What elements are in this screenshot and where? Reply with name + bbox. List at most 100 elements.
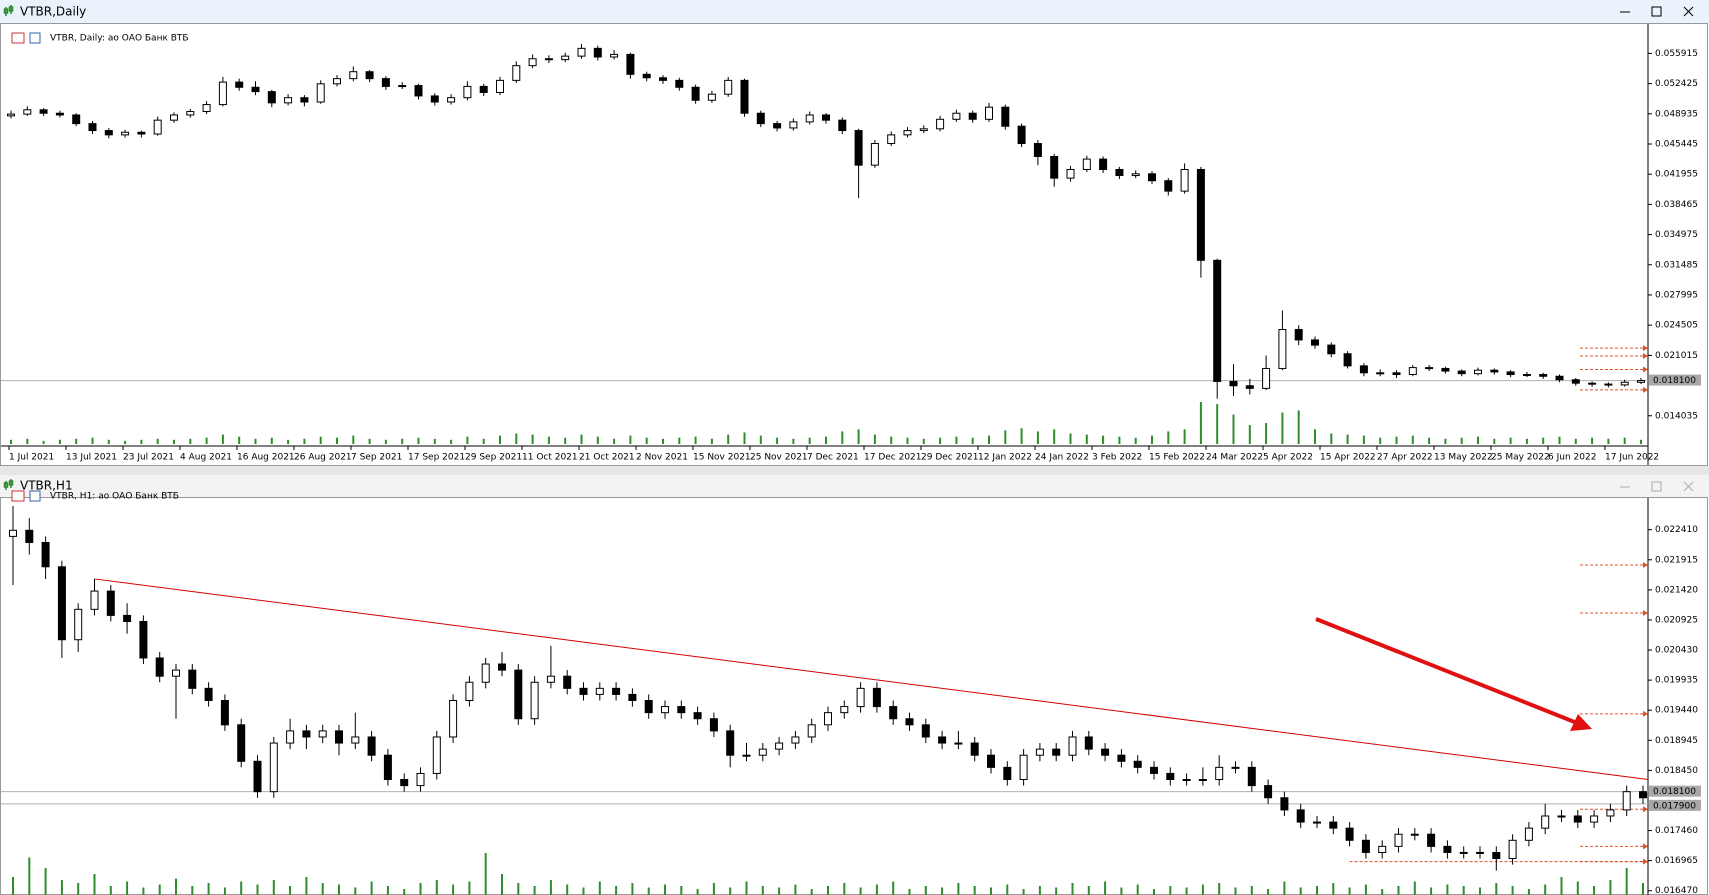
chart-header: VTBR, H1: ао ОАО Банк ВТБ: [50, 492, 179, 502]
candle-body: [854, 130, 863, 166]
candle-body: [1115, 168, 1124, 177]
candle-body: [577, 47, 586, 57]
candle-body: [1247, 766, 1256, 787]
x-tick-label: 15 Apr 2022: [1320, 453, 1376, 463]
maximize-button[interactable]: [1651, 481, 1662, 492]
candle-body: [1443, 845, 1452, 853]
candle-body: [1278, 329, 1287, 369]
candle-body: [1182, 779, 1191, 782]
candle-body: [72, 114, 81, 125]
candle-body: [1066, 168, 1075, 179]
candle-body: [7, 113, 15, 117]
candle-body: [1557, 815, 1566, 818]
candle-body: [220, 700, 229, 726]
candle-body: [707, 93, 716, 101]
candle-body: [398, 85, 407, 88]
y-tick-label: 0.024505: [1655, 321, 1698, 331]
candle-body: [1376, 372, 1385, 375]
candle-body: [1459, 851, 1468, 854]
candle-body: [807, 724, 816, 738]
candle-body: [595, 687, 604, 695]
candle-body: [579, 687, 588, 695]
y-tick-label: 0.041955: [1655, 170, 1698, 180]
candle-body: [789, 121, 798, 129]
candle-body: [284, 97, 293, 104]
candle-body: [381, 78, 390, 87]
candle-body: [88, 123, 97, 132]
candle-body: [104, 130, 113, 136]
price-label-box: [1649, 374, 1701, 386]
price-label: 0.018100: [1653, 376, 1696, 386]
candle-body: [740, 79, 749, 114]
candle-body: [938, 736, 947, 744]
candle-body: [514, 669, 523, 720]
candle-body: [172, 669, 180, 677]
candle-body: [612, 687, 621, 695]
candle-body: [709, 718, 718, 732]
close-button[interactable]: [1683, 481, 1694, 492]
candle-body: [661, 706, 669, 714]
candle-body: [286, 730, 295, 744]
trend-arrow: [1315, 617, 1592, 731]
chart-frame: [0, 23, 1708, 466]
candle-body: [383, 754, 392, 781]
x-tick-label: 17 Jun 2022: [1605, 453, 1659, 463]
y-tick-label: 0.019935: [1655, 676, 1698, 686]
candle-body: [1150, 766, 1158, 774]
order-arrow: [1643, 609, 1648, 616]
candle-body: [186, 111, 195, 116]
candle-body: [123, 614, 132, 622]
candle-body: [1035, 748, 1044, 756]
close-button[interactable]: [1683, 6, 1694, 17]
window-icon: [3, 479, 14, 490]
candle-body: [1571, 379, 1580, 384]
candle-body: [1524, 827, 1533, 841]
candle-body: [57, 566, 66, 641]
x-tick-label: 25 Nov 2021: [750, 453, 808, 463]
candle-body: [1378, 845, 1387, 853]
maximize-button[interactable]: [1651, 6, 1662, 17]
title-bar: [0, 0, 1709, 23]
x-tick-label: 13 Jul 2021: [66, 453, 117, 463]
chart-icons: [11, 490, 41, 502]
y-tick-label: 0.031485: [1655, 260, 1698, 270]
x-tick-label: 29 Sep 2021: [465, 453, 522, 463]
candle-body: [1359, 365, 1368, 374]
candle-body: [1345, 827, 1354, 841]
candle-body: [1588, 382, 1597, 385]
candle-body: [1508, 839, 1517, 860]
candle-body: [1050, 155, 1059, 179]
candle-body: [1457, 370, 1466, 375]
y-tick-label: 0.018945: [1655, 736, 1698, 746]
window-title: VTBR,Daily: [20, 5, 86, 19]
x-tick-label: 27 Apr 2022: [1377, 453, 1433, 463]
x-tick-label: 21 Oct 2021: [579, 453, 635, 463]
candle-body: [1166, 772, 1175, 781]
candle-body: [1198, 779, 1207, 782]
x-tick-label: 17 Dec 2021: [864, 453, 922, 463]
candle-body: [968, 112, 977, 120]
candle-body: [237, 724, 246, 762]
candle-body: [1017, 125, 1026, 145]
candle-body: [496, 79, 504, 93]
candle-body: [675, 79, 684, 88]
candle-body: [1033, 143, 1042, 157]
y-tick-label: 0.014035: [1655, 411, 1698, 421]
candle-body: [1327, 344, 1336, 355]
candle-body: [872, 687, 881, 708]
candle-body: [447, 97, 456, 103]
y-tick-label: 0.022410: [1655, 525, 1698, 535]
candle-body: [742, 754, 751, 757]
candle-body: [267, 91, 276, 104]
candle-body: [724, 79, 733, 95]
candle-body: [9, 529, 17, 537]
candle-body: [546, 675, 555, 683]
candle-body: [970, 742, 979, 756]
x-tick-label: 6 Jun 2022: [1548, 453, 1596, 463]
candle-body: [1294, 329, 1303, 341]
candle-body: [1131, 173, 1140, 177]
candle-body: [414, 85, 423, 97]
candle-body: [512, 65, 521, 81]
candle-body: [218, 81, 227, 106]
candle-body: [269, 742, 278, 793]
